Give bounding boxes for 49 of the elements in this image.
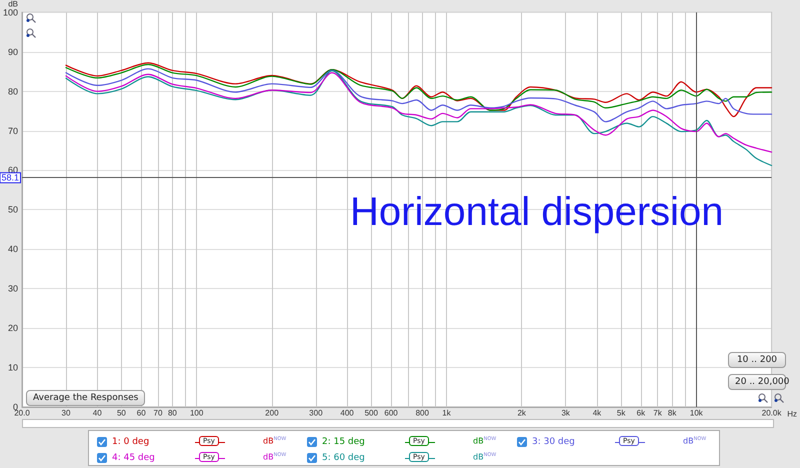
x-tick-label: 80 bbox=[168, 408, 178, 418]
text: dB$^{NOW}$ bbox=[263, 436, 286, 446]
annotation: Average the Responses bbox=[26, 390, 146, 406]
x-tick-label: 3k bbox=[561, 408, 571, 418]
annotation: 20 .. 20,000 bbox=[734, 376, 790, 389]
y-tick-label: 80 bbox=[8, 86, 18, 96]
x-tick-label: 800 bbox=[416, 408, 430, 418]
y-tick-label: 10 bbox=[8, 362, 18, 373]
x-tick-label: 20.0 bbox=[14, 408, 30, 418]
x-tick-label: 70 bbox=[153, 408, 163, 418]
x-tick-label: 60 bbox=[136, 408, 146, 418]
text: 5: 60 deg bbox=[322, 453, 365, 463]
ref-line-label: 58.1 bbox=[1, 172, 20, 183]
text: 3: 30 deg bbox=[532, 437, 575, 447]
x-axis-title: Hz bbox=[787, 410, 798, 418]
x-tick-label: 6k bbox=[636, 408, 646, 418]
text: 1: 0 deg bbox=[112, 437, 150, 447]
x-tick-label: 100 bbox=[190, 408, 204, 418]
y-tick-label: 20 bbox=[8, 323, 18, 334]
text: dB$^{NOW}$ bbox=[473, 436, 496, 446]
y-axis-title: dB bbox=[8, 0, 18, 8]
text: dB$^{NOW}$ bbox=[683, 436, 706, 446]
x-tick-label: 500 bbox=[364, 408, 378, 418]
text: dB$^{NOW}$ bbox=[473, 452, 496, 462]
y-tick-label: 40 bbox=[8, 244, 18, 254]
x-tick-label: 30 bbox=[62, 408, 72, 418]
annotation: 10 .. 200 bbox=[728, 352, 786, 368]
y-tick-label: 30 bbox=[8, 284, 18, 294]
x-tick-label: 50 bbox=[116, 408, 126, 418]
text: dB$^{NOW}$ bbox=[263, 452, 286, 462]
text: 2: 15 deg bbox=[322, 437, 365, 447]
x-tick-label: 7k bbox=[653, 408, 663, 418]
y-tick-label: 70 bbox=[8, 126, 18, 136]
y-tick-label: 90 bbox=[8, 46, 18, 57]
x-tick-label: 8k bbox=[668, 408, 678, 418]
x-tick-label: 2k bbox=[517, 408, 527, 418]
x-tick-label: 40 bbox=[92, 408, 102, 418]
y-tick-label: 50 bbox=[8, 204, 18, 215]
x-tick-label: 300 bbox=[309, 408, 324, 418]
x-tick-label: 10k bbox=[690, 408, 704, 418]
text: 4: 45 deg bbox=[112, 453, 155, 463]
y-tick-label: 100 bbox=[2, 7, 18, 18]
x-tick-label: 4k bbox=[592, 408, 602, 418]
x-tick-label: 600 bbox=[384, 408, 398, 418]
x-tick-label: 200 bbox=[265, 408, 280, 418]
x-tick-label: 5k bbox=[616, 408, 626, 418]
x-tick-label: 400 bbox=[340, 408, 354, 418]
x-tick-label: 20.0k bbox=[762, 408, 782, 418]
x-tick-label: 1k bbox=[442, 408, 452, 418]
